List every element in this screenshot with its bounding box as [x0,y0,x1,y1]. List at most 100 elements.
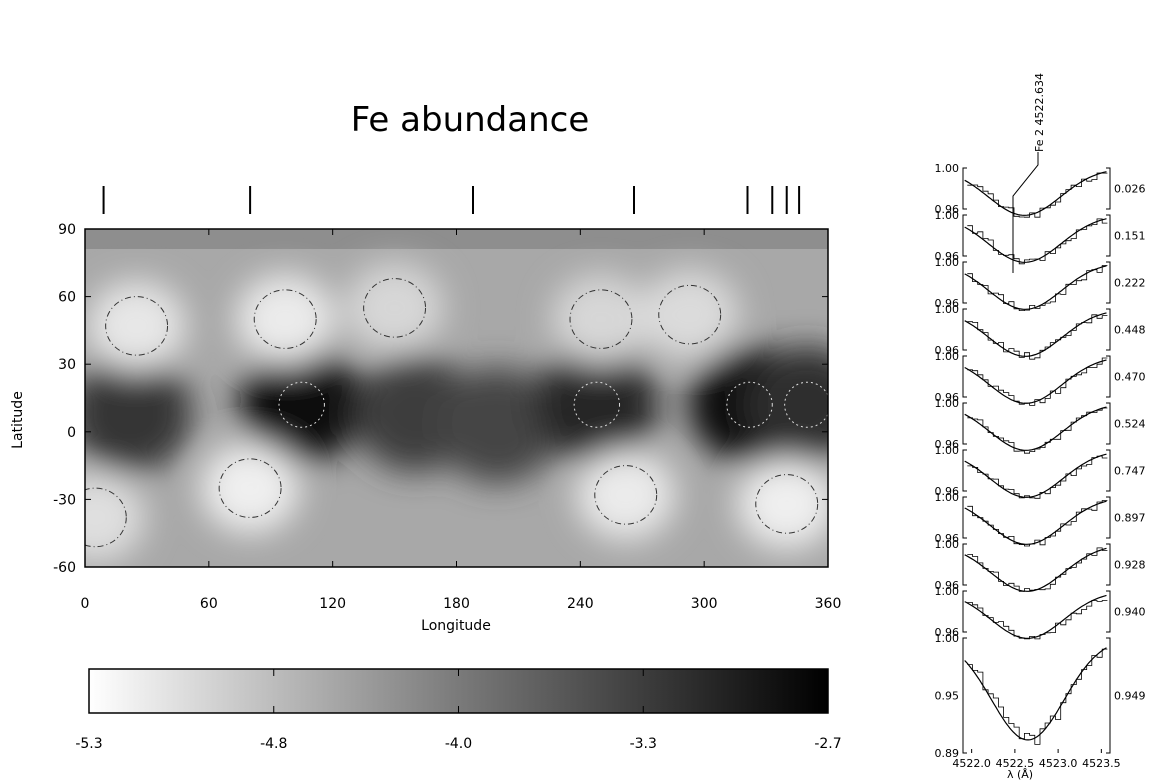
y-tick-label: 60 [58,290,76,306]
profile-y-tick-label: 1.00 [935,538,960,551]
profile-panel-8: 1.00 0.96 0.897 [935,491,1146,547]
observed-profile-steps [967,648,1108,745]
profile-y-tick-label: 0.96 [935,203,960,216]
profile-panel-2: 1.00 0.96 0.151 [935,209,1146,265]
x-tick-label: 180 [443,596,470,612]
profile-panel-7: 1.00 0.96 0.747 [935,444,1146,499]
observed-profile-steps [967,357,1108,406]
model-profile-line [964,312,1107,357]
profile-x-tick-label: 4523.5 [1082,757,1121,770]
wavelength-axis-label: λ (Å) [1007,768,1033,781]
profile-y-tick-label: 0.96 [935,485,960,498]
y-tick-label: 30 [58,357,76,373]
profile-panel-6: 1.000.960.524 [935,397,1146,454]
model-profile-line [964,359,1107,404]
phase-label: 0.949 [1114,690,1146,703]
contour-line [594,465,658,525]
model-profile-line [964,647,1107,741]
contour-line [726,381,773,428]
bright-spot [345,262,445,353]
contour-line [85,487,127,548]
phase-label: 0.151 [1114,230,1146,243]
observed-profile-steps [967,455,1108,499]
profile-right-axis [1106,402,1111,445]
profile-y-tick-label: 1.00 [935,256,960,269]
profile-y-tick-label: 1.00 [935,350,960,363]
profile-left-axis [962,496,967,539]
line-profile-panel: Fe 2 4522.634 1.00 0.96 0.026 1.00 0.96 0.151… [900,0,1157,783]
profile-right-axis [1106,167,1111,210]
profile-right-axis [1106,637,1111,754]
bright-spot [200,443,300,534]
profile-left-axis [962,214,967,257]
line-identification-pointer [1012,152,1039,273]
dark-spot [534,346,659,464]
profile-y-tick-label: 1.00 [935,491,960,504]
contour-line [573,381,621,428]
contour-line [569,289,633,349]
y-axis-label: Latitude [10,391,26,449]
observed-profile-steps [967,218,1108,265]
dark-spot [745,346,828,464]
model-profile-line [964,265,1107,310]
chart-title: Fe abundance [350,100,590,140]
profile-x-tick-label: 4522.5 [996,757,1035,770]
model-profile-line [964,406,1107,451]
contour-line [218,458,282,518]
phase-label: 0.448 [1114,324,1146,337]
x-tick-label: 0 [81,596,90,612]
line-profile-svg: Fe 2 4522.634 1.000.960.0261.000.960.151… [935,73,1146,781]
observed-profile-steps [967,314,1108,360]
colorbar-tick-label: -5.3 [75,736,102,752]
contour-line [784,381,828,428]
profile-right-axis [1106,496,1111,539]
phase-label: 0.026 [1114,183,1146,196]
contour-line [105,296,169,356]
profile-y-tick-label: 0.96 [935,297,960,310]
phase-label: 0.470 [1114,371,1146,384]
model-profile-line [964,453,1107,498]
y-tick-label: 90 [58,222,76,238]
profile-y-tick-label: 0.96 [935,438,960,451]
profile-y-tick-label: 0.96 [935,579,960,592]
profile-right-axis [1106,355,1111,398]
y-tick-label: -30 [53,492,76,508]
profile-y-tick-label: 0.96 [935,391,960,404]
profile-panel-5: 1.00 0.96 0.470 [935,350,1146,406]
profile-panel-10: 1.00 0.96 0.940 [935,585,1146,640]
profile-left-axis [962,167,967,210]
profile-y-tick-label: 0.96 [935,532,960,545]
profile-left-axis [962,355,967,398]
y-tick-label: -60 [53,560,76,576]
contour-line [658,284,722,345]
profile-y-tick-label: 0.89 [935,747,960,760]
profile-y-tick-label: 1.00 [935,303,960,316]
bright-spot [551,274,651,365]
contour-line [278,381,325,428]
profile-left-axis [962,637,967,754]
observed-profile-steps [967,500,1108,547]
contour-line [253,289,317,349]
bright-spot [576,449,676,540]
profile-right-axis [1106,214,1111,257]
bright-spot [640,269,740,360]
x-axis-label: Longitude [421,618,491,634]
contour-line [755,474,819,534]
observed-profile-steps [967,265,1108,312]
phase-label: 0.940 [1114,606,1146,619]
profile-panel-9: 1.00 0.96 0.928 [935,538,1146,592]
model-profile-line [964,594,1107,639]
profile-y-tick-label: 0.96 [935,344,960,357]
profile-left-axis [962,449,967,492]
model-profile-line [964,218,1107,263]
profile-y-tick-label: 0.95 [935,690,960,703]
colorbar [88,668,829,714]
profile-panel-4: 1.000.960.448 [935,303,1146,360]
y-tick-label: 0 [67,425,76,441]
profile-left-axis [962,543,967,586]
dark-spot [85,355,193,473]
profile-y-tick-label: 1.00 [935,209,960,222]
profile-y-tick-label: 1.00 [935,585,960,598]
abundance-map-panel: Fe abundance 0 60 120 180 240 300 360 90 60 30 0 -3… [10,100,842,752]
